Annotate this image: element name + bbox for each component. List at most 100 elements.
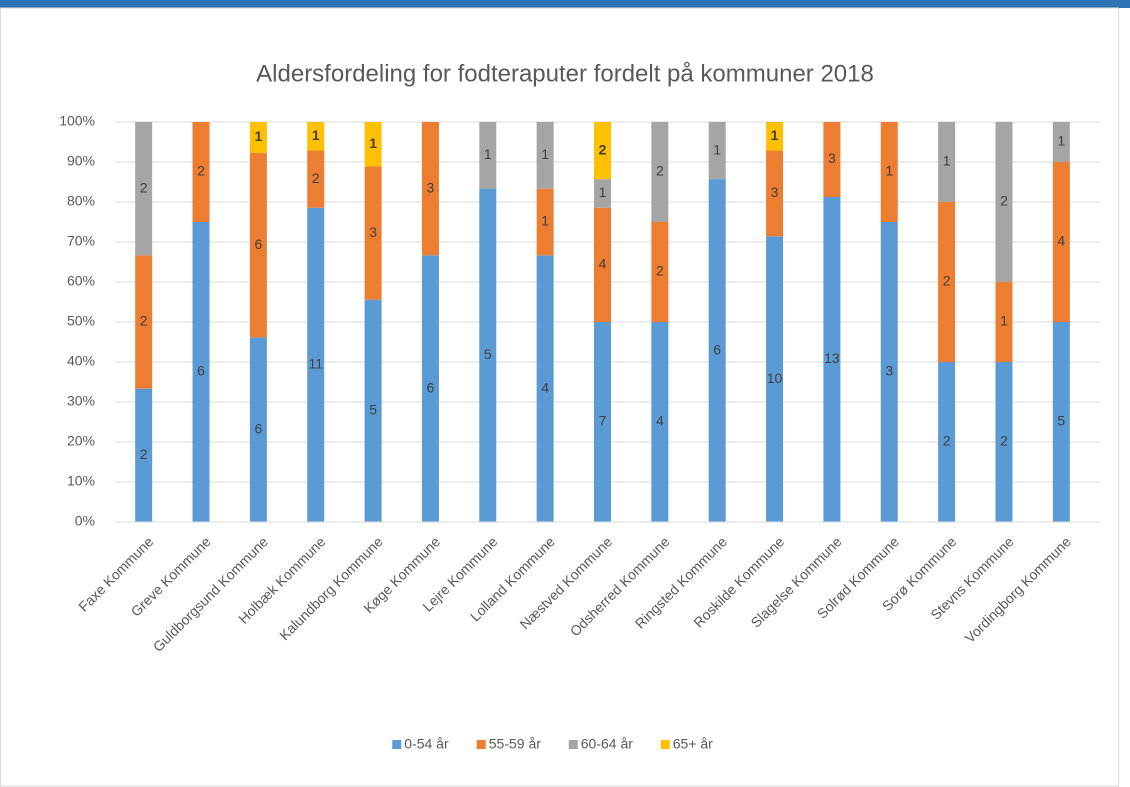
y-tick-label: 40% bbox=[67, 353, 95, 369]
bar-segment bbox=[651, 322, 669, 522]
data-label: 2 bbox=[943, 273, 951, 289]
data-label: 13 bbox=[824, 350, 840, 366]
bar-segment bbox=[766, 236, 784, 523]
bar-segment bbox=[479, 188, 497, 522]
bar-segment bbox=[880, 222, 898, 522]
bar-segment bbox=[651, 222, 669, 322]
bar-segment bbox=[823, 122, 841, 197]
bar-segment bbox=[135, 255, 153, 389]
data-label: 3 bbox=[771, 184, 779, 200]
data-label: 2 bbox=[1000, 193, 1008, 209]
legend-label: 60-64 år bbox=[581, 736, 633, 752]
data-label: 1 bbox=[369, 135, 377, 151]
y-tick-label: 70% bbox=[67, 233, 95, 249]
y-tick-label: 20% bbox=[67, 433, 95, 449]
bar-segment bbox=[938, 122, 956, 202]
data-label: 3 bbox=[885, 363, 893, 379]
bar-segment bbox=[651, 122, 669, 222]
bar-segment bbox=[995, 122, 1013, 282]
x-tick-label: Odsherred Kommune bbox=[567, 533, 673, 639]
bar-segment bbox=[995, 362, 1013, 522]
data-label: 1 bbox=[484, 146, 492, 162]
bar-segment bbox=[823, 197, 841, 522]
bar-segment bbox=[307, 207, 325, 522]
bar-segment bbox=[594, 179, 611, 208]
bar-segment bbox=[135, 388, 153, 522]
bar-segment bbox=[1052, 162, 1070, 322]
data-label: 1 bbox=[885, 163, 893, 179]
bar-segment bbox=[594, 207, 611, 322]
data-label: 4 bbox=[599, 256, 607, 272]
bar-segment bbox=[249, 122, 267, 153]
bar-segment bbox=[708, 179, 726, 522]
y-tick-label: 0% bbox=[75, 513, 95, 529]
bar-segment bbox=[536, 188, 554, 256]
data-label: 5 bbox=[369, 402, 377, 418]
data-label: 3 bbox=[369, 224, 377, 240]
bar-segment bbox=[364, 122, 382, 167]
data-label: 6 bbox=[197, 363, 205, 379]
data-label: 6 bbox=[254, 236, 262, 252]
x-tick-label: Guldborgsund Kommune bbox=[150, 533, 272, 655]
data-label: 1 bbox=[599, 184, 607, 200]
bar-segment bbox=[938, 202, 956, 362]
data-label: 1 bbox=[771, 127, 779, 143]
bar-segment bbox=[192, 222, 210, 522]
bar-segment bbox=[766, 122, 784, 151]
bar-segment bbox=[938, 362, 956, 522]
legend-swatch bbox=[660, 740, 670, 749]
chart-title: Aldersfordeling for fodteraputer fordelt… bbox=[256, 60, 874, 87]
data-label: 4 bbox=[541, 379, 549, 395]
data-label: 1 bbox=[541, 213, 549, 229]
data-label: 2 bbox=[140, 313, 148, 329]
bar-segment bbox=[766, 150, 784, 237]
bar-segment bbox=[135, 122, 153, 256]
bar-segment bbox=[421, 255, 439, 523]
top-bar bbox=[0, 0, 1130, 8]
data-label: 2 bbox=[312, 170, 320, 186]
legend-label: 55-59 år bbox=[489, 736, 541, 752]
data-label: 2 bbox=[656, 163, 664, 179]
data-label: 11 bbox=[308, 356, 323, 372]
bar-segment bbox=[192, 122, 210, 222]
y-tick-label: 30% bbox=[67, 393, 95, 409]
y-tick-label: 10% bbox=[67, 473, 95, 489]
bar-segment bbox=[708, 122, 726, 180]
bar-segment bbox=[880, 122, 898, 222]
data-label: 3 bbox=[427, 179, 435, 195]
bar-segment bbox=[364, 166, 382, 300]
bar-segment bbox=[1052, 122, 1070, 162]
data-label: 6 bbox=[254, 420, 262, 436]
data-label: 2 bbox=[197, 163, 205, 179]
data-label: 1 bbox=[541, 146, 549, 162]
bar-segment bbox=[249, 152, 267, 338]
data-label: 6 bbox=[713, 341, 721, 357]
y-tick-label: 90% bbox=[67, 153, 95, 169]
y-tick-label: 100% bbox=[59, 113, 95, 129]
data-label: 2 bbox=[1000, 433, 1008, 449]
bar-segment bbox=[249, 337, 267, 522]
data-label: 2 bbox=[599, 141, 607, 157]
bar-segment bbox=[307, 122, 325, 151]
bar-segment bbox=[364, 299, 382, 522]
x-tick-label: Vordingborg Kommune bbox=[961, 533, 1074, 646]
chart-frame bbox=[0, 7, 1119, 787]
data-label: 2 bbox=[943, 433, 951, 449]
data-label: 5 bbox=[484, 346, 492, 362]
bar-segment bbox=[594, 322, 611, 522]
bar-segment bbox=[421, 122, 439, 256]
data-label: 1 bbox=[312, 127, 320, 143]
data-label: 4 bbox=[1057, 233, 1065, 249]
data-label: 10 bbox=[767, 370, 783, 386]
data-label: 2 bbox=[140, 446, 148, 462]
data-label: 1 bbox=[1057, 133, 1065, 149]
data-label: 5 bbox=[1057, 413, 1065, 429]
data-label: 1 bbox=[1000, 313, 1008, 329]
bar-segment bbox=[536, 255, 554, 523]
legend-label: 0-54 år bbox=[404, 736, 449, 752]
data-label: 2 bbox=[140, 179, 148, 195]
data-label: 1 bbox=[254, 128, 262, 144]
data-label: 4 bbox=[656, 413, 664, 429]
bar-segment bbox=[479, 122, 497, 189]
